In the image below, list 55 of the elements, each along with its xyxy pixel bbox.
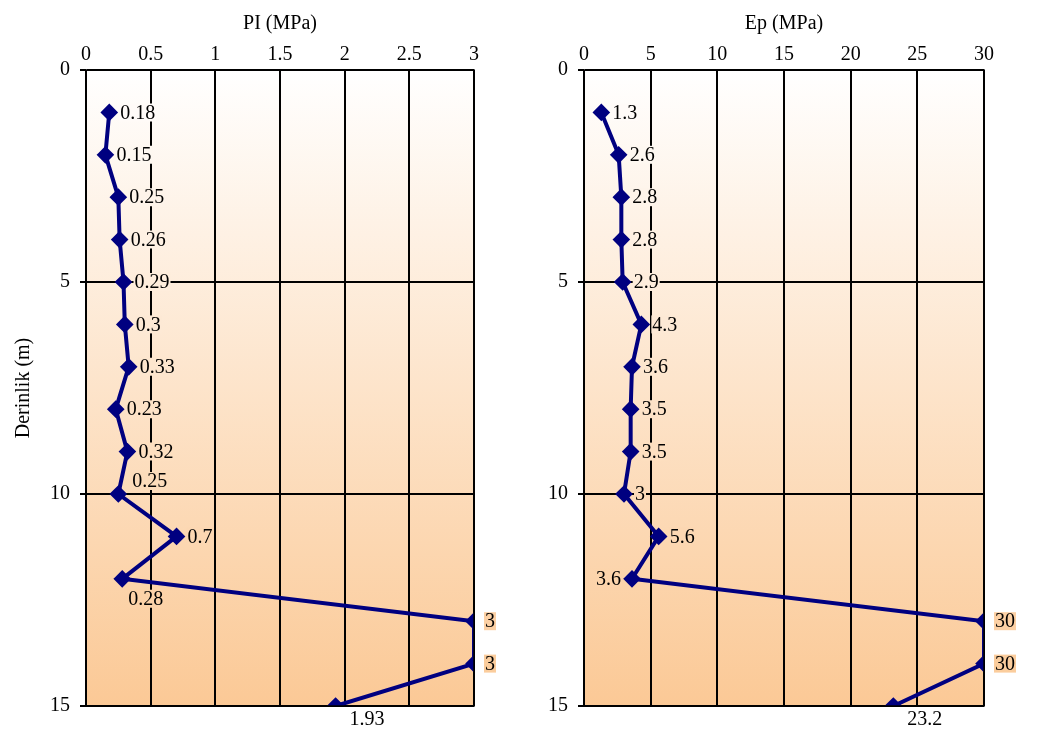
data-label: 2.9	[633, 270, 659, 293]
data-label: 30	[995, 651, 1015, 674]
data-label: 3	[485, 651, 495, 674]
data-label: 3.5	[641, 439, 667, 462]
y-tick-label: 15	[548, 693, 568, 716]
x-tick-label: 0	[579, 42, 589, 65]
x-tick-label: 0.5	[138, 42, 164, 65]
x-tick-label: 2	[339, 42, 350, 65]
x-tick-label: 3	[469, 42, 479, 65]
x-tick-label: 5	[645, 42, 656, 65]
data-label: 2.8	[632, 185, 658, 208]
data-label: 0.3	[135, 312, 161, 335]
data-label: 1.3	[612, 100, 638, 123]
x-tick-label: 2.5	[396, 42, 422, 65]
data-label: 3.6	[596, 567, 621, 590]
x-tick-label: 20	[840, 42, 861, 65]
x-tick-label: 25	[907, 42, 928, 65]
x-tick-label: 1.5	[267, 42, 293, 65]
x-tick-label: 30	[974, 42, 994, 65]
data-label: 0.7	[187, 524, 213, 547]
data-label: 2.6	[629, 143, 655, 166]
y-tick-label: 0	[558, 57, 568, 80]
data-label: 1.93	[349, 707, 385, 730]
y-axis-title: Derinlik (m)	[11, 337, 35, 439]
data-label: 0.18	[120, 100, 156, 123]
x-tick-label: 15	[774, 42, 794, 65]
data-label: 0.25	[132, 469, 168, 492]
data-label: 5.6	[669, 524, 695, 547]
data-label: 0.23	[126, 397, 162, 420]
data-label: 0.29	[134, 270, 170, 293]
data-label: 4.3	[652, 312, 678, 335]
y-tick-label: 0	[60, 57, 70, 80]
data-label: 0.28	[128, 587, 164, 610]
y-tick-label: 10	[548, 481, 568, 504]
data-label: 0.32	[138, 439, 174, 462]
x-axis-title: PI (MPa)	[243, 11, 317, 35]
data-label: 0.15	[116, 143, 152, 166]
data-label: 3	[635, 482, 645, 505]
data-label: 3.5	[641, 397, 667, 420]
y-tick-label: 5	[60, 269, 70, 292]
data-label: 0.26	[130, 227, 166, 250]
data-label: 30	[995, 609, 1015, 632]
y-tick-label: 15	[50, 693, 70, 716]
data-label: 2.8	[632, 227, 658, 250]
x-tick-label: 1	[210, 42, 221, 65]
x-tick-label: 10	[707, 42, 728, 65]
data-label: 0.25	[129, 185, 165, 208]
x-axis-title: Ep (MPa)	[744, 11, 824, 35]
x-tick-label: 0	[81, 42, 91, 65]
y-tick-label: 5	[558, 269, 568, 292]
data-label: 3.6	[643, 355, 668, 378]
y-tick-label: 10	[50, 481, 70, 504]
data-label: 0.33	[139, 355, 175, 378]
data-label: 23.2	[907, 707, 943, 730]
data-label: 3	[485, 609, 495, 632]
